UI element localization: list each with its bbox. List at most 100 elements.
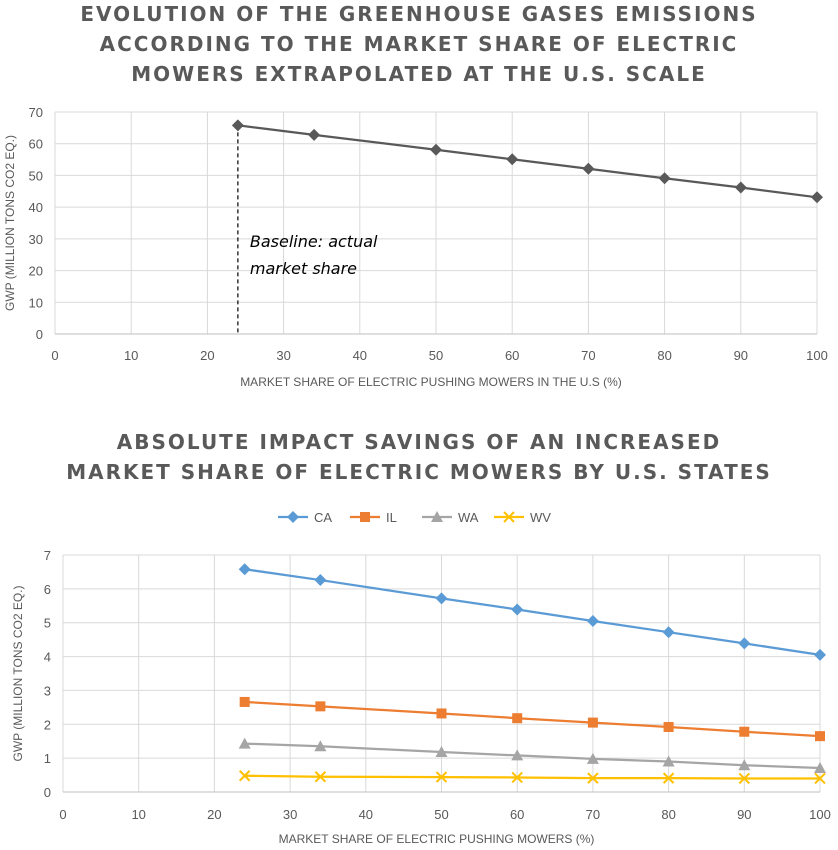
legend-label: WA xyxy=(458,510,479,525)
chart1-xtick-label: 30 xyxy=(276,348,290,363)
chart2-title-line: MARKET SHARE OF ELECTRIC MOWERS BY U.S. … xyxy=(66,460,772,484)
chart2-data-point xyxy=(586,752,599,764)
chart2-data-point xyxy=(511,749,524,761)
legend-label: WV xyxy=(530,510,551,525)
chart1-title-line: EVOLUTION OF THE GREENHOUSE GASES EMISSI… xyxy=(80,2,758,26)
chart1-xtick-label: 50 xyxy=(429,348,443,363)
chart2-xtick-label: 20 xyxy=(207,807,221,822)
chart1-data-point xyxy=(430,143,442,156)
legend-label: CA xyxy=(314,510,332,525)
chart2-data-point xyxy=(814,772,826,785)
chart2-data-point xyxy=(662,755,675,767)
legend-swatch-marker xyxy=(503,511,515,523)
chart1-xtick-label: 80 xyxy=(657,348,671,363)
legend-item-ca: CA xyxy=(278,510,332,525)
chart1-xtick-label: 0 xyxy=(51,348,58,363)
chart2-data-point xyxy=(435,771,448,783)
chart1-xtick-label: 10 xyxy=(124,348,138,363)
chart1-data-point xyxy=(308,128,321,141)
chart1-ytick-label: 0 xyxy=(36,327,43,342)
chart2-series-line-il xyxy=(244,700,821,738)
chart2-ytick-label: 0 xyxy=(44,785,51,800)
chart1-xtick-label: 100 xyxy=(806,348,828,363)
chart1-xtick-label: 60 xyxy=(505,348,519,363)
legend-swatch-marker-stroke xyxy=(503,511,515,523)
chart1-series-line-0 xyxy=(237,124,818,199)
chart2-data-point-stroke xyxy=(662,772,675,784)
chart2-xtick-label: 30 xyxy=(283,807,297,822)
chart2-data-point xyxy=(738,772,751,785)
chart2-data-point xyxy=(511,771,523,784)
chart2-data-point xyxy=(738,759,751,771)
chart1-plot: 0 10 20 30 40 50 60 70 0 10 20 30 40 50 60 70 80 90 100 MAR… xyxy=(3,105,828,389)
chart2-ytick-label: 5 xyxy=(44,616,51,631)
chart2-data-point-stroke xyxy=(587,772,599,784)
chart2-data-point xyxy=(586,615,599,628)
legend-label: IL xyxy=(386,510,397,525)
chart1-ytick-label: 60 xyxy=(29,137,43,152)
chart2-series-line-wa xyxy=(244,742,821,770)
chart2-xtick-label: 80 xyxy=(661,807,675,822)
chart1-data-point xyxy=(582,162,595,175)
chart1-baseline-label: market share xyxy=(250,259,357,278)
chart2-y-axis-label: GWP (MILLION TONS CO2 EQ.) xyxy=(11,585,25,761)
chart2-data-point-stroke xyxy=(435,771,448,783)
chart2-data-point xyxy=(511,603,524,616)
chart1-data-point xyxy=(811,191,823,204)
chart1-x-axis-label: MARKET SHARE OF ELECTRIC PUSHING MOWERS … xyxy=(240,375,622,389)
chart2-xtick-label: 10 xyxy=(131,807,145,822)
chart2-data-point-stroke xyxy=(238,770,251,782)
chart2-xtick-label: 50 xyxy=(434,807,448,822)
chart2-data-point xyxy=(239,696,250,707)
legend-item-wv: WV xyxy=(494,510,551,525)
chart2-xtick-label: 90 xyxy=(737,807,751,822)
chart2-ytick-label: 4 xyxy=(44,650,51,665)
chart2-xtick-label: 70 xyxy=(586,807,600,822)
chart2-data-point xyxy=(663,721,674,732)
chart1-ytick-label: 10 xyxy=(29,295,43,310)
chart1-ytick-label: 70 xyxy=(29,105,43,120)
chart2-ytick-label: 6 xyxy=(44,582,51,597)
chart2-data-point-stroke xyxy=(314,771,327,783)
chart1-xtick-label: 70 xyxy=(581,348,595,363)
chart1-y-axis-label: GWP (MILLION TONS CO2 EQ.) xyxy=(3,135,17,311)
chart2-data-point xyxy=(739,726,750,737)
chart2-data-point xyxy=(315,701,326,712)
chart2-data-point xyxy=(815,731,825,742)
chart2-data-point-stroke xyxy=(738,772,751,785)
chart1-ytick-label: 20 xyxy=(29,264,43,279)
chart1-data-point xyxy=(658,172,671,185)
chart2-title-line: ABSOLUTE IMPACT SAVINGS OF AN INCREASED xyxy=(116,430,722,454)
chart2-data-point xyxy=(662,626,675,639)
chart1-xtick-label: 90 xyxy=(734,348,748,363)
chart2-data-point xyxy=(314,740,327,752)
chart2-x-axis-label: MARKET SHARE OF ELECTRIC PUSHING MOWERS … xyxy=(279,832,595,846)
chart1-ytick-label: 50 xyxy=(29,168,43,183)
chart2-xtick-label: 40 xyxy=(359,807,373,822)
chart2-legend: CA IL WA WV xyxy=(278,510,551,525)
chart2-ytick-label: 3 xyxy=(44,683,51,698)
chart2-data-point xyxy=(435,592,448,605)
chart1-title-line: ACCORDING TO THE MARKET SHARE OF ELECTRI… xyxy=(99,32,739,56)
chart1-ytick-label: 40 xyxy=(29,200,43,215)
chart2-data-point xyxy=(238,563,251,576)
chart2-data-point xyxy=(238,770,251,782)
chart2-data-point xyxy=(814,761,826,773)
legend-swatch-marker xyxy=(431,511,443,522)
chart2-data-point xyxy=(662,772,675,784)
chart2-series-line-ca xyxy=(244,568,821,656)
chart2-data-point-stroke xyxy=(814,772,826,785)
chart1-xtick-label: 20 xyxy=(200,348,214,363)
chart2-data-point xyxy=(738,637,751,650)
chart2-xtick-label: 60 xyxy=(510,807,524,822)
chart2-data-point xyxy=(436,708,447,719)
legend-swatch-marker xyxy=(360,512,370,522)
chart1-title-line: MOWERS EXTRAPOLATED AT THE U.S. SCALE xyxy=(131,62,707,86)
chart1-data-point xyxy=(506,153,519,166)
chart1-title: EVOLUTION OF THE GREENHOUSE GASES EMISSI… xyxy=(0,0,838,89)
chart1-baseline-label: Baseline: actual xyxy=(250,232,378,251)
legend-item-il: IL xyxy=(350,510,397,525)
chart1-data-point xyxy=(734,181,747,194)
